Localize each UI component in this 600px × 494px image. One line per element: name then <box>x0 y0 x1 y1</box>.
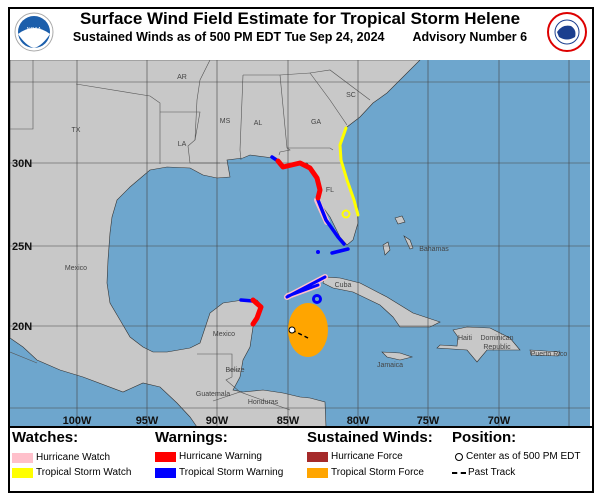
map-title: Surface Wind Field Estimate for Tropical… <box>79 9 521 28</box>
label-jamaica: Jamaica <box>377 362 403 369</box>
lon-label-90w: 90W <box>206 415 229 427</box>
legend-label: Tropical Storm Force <box>331 467 424 478</box>
lon-label-70w: 70W <box>488 415 511 427</box>
cuba <box>322 276 441 328</box>
map-subtitle: Sustained Winds as of 500 PM EDT Tue Sep… <box>0 30 600 44</box>
legend-label: Tropical Storm Watch <box>36 467 132 478</box>
label-ms: MS <box>220 118 231 125</box>
legend-past-track: Past Track <box>452 467 515 478</box>
label-fl: FL <box>326 187 334 194</box>
hurricane-warning-florida <box>275 158 323 201</box>
ts-warning-cayman <box>312 294 322 304</box>
bahamas-andros <box>382 241 391 256</box>
label-cuba: Cuba <box>335 282 352 289</box>
noaa-logo: NOAA <box>14 12 54 52</box>
svg-text:NOAA: NOAA <box>27 27 42 33</box>
label-belize: Belize <box>225 367 244 374</box>
legend-label: Hurricane Watch <box>36 452 111 463</box>
legend-hurricane-force: Hurricane Force <box>307 451 403 462</box>
label-tx: TX <box>72 127 81 134</box>
swatch <box>307 467 328 478</box>
swatch <box>155 451 176 462</box>
legend-ts-watch: Tropical Storm Watch <box>12 467 131 478</box>
tropical-storm-force-wind-area <box>288 303 328 357</box>
legend-ts-warning: Tropical Storm Warning <box>155 467 283 478</box>
label-sc: SC <box>346 92 356 99</box>
legend-label: Hurricane Warning <box>179 451 262 462</box>
lon-label-95w: 95W <box>136 415 159 427</box>
label-puerto-rico: Puerto Rico <box>531 351 568 358</box>
label-ga: GA <box>311 119 321 126</box>
swatch <box>12 452 33 463</box>
ts-watch-lake-okeechobee <box>341 209 351 219</box>
legend-position-heading: Position: <box>452 429 517 446</box>
puerto-rico <box>529 349 561 357</box>
swatch <box>12 467 33 478</box>
wind-field-map: TX LA MS AL GA SC AR FL Mexico Mexico Be… <box>10 60 590 427</box>
legend-label: Past Track <box>468 467 516 478</box>
label-bahamas: Bahamas <box>419 246 449 253</box>
storm-center-marker <box>288 326 296 334</box>
legend-center: Center as of 500 PM EDT <box>455 451 581 462</box>
legend-divider <box>8 426 592 428</box>
swatch <box>307 451 328 462</box>
lon-label-75w: 75W <box>417 415 440 427</box>
north-america-landmass <box>10 60 421 427</box>
lon-label-85w: 85W <box>277 415 300 427</box>
label-republic: Republic <box>483 344 511 351</box>
borders <box>10 60 371 411</box>
advisory-number: Advisory Number 6 <box>412 30 528 44</box>
label-honduras: Honduras <box>248 399 279 406</box>
lat-label-25n: 25N <box>12 241 32 253</box>
lat-label-20n: 20N <box>12 321 32 333</box>
legend-hurricane-warning: Hurricane Warning <box>155 451 262 462</box>
bahamas-abaco <box>394 215 406 225</box>
legend-winds-heading: Sustained Winds: <box>307 429 433 446</box>
hurricane-warning-yucatan <box>250 297 264 327</box>
label-haiti: Haiti <box>458 335 472 342</box>
label-dominican: Dominican <box>480 335 513 342</box>
label-mexico-yucatan: Mexico <box>213 331 235 338</box>
legend-label: Tropical Storm Warning <box>179 467 284 478</box>
label-la: LA <box>178 141 187 148</box>
ts-warning-dry-tortugas <box>316 250 320 254</box>
legend-label: Center as of 500 PM EDT <box>466 451 581 462</box>
lon-label-100w: 100W <box>63 415 92 427</box>
label-guatemala: Guatemala <box>196 391 230 398</box>
label-ar: AR <box>177 74 187 81</box>
label-mexico: Mexico <box>65 265 87 272</box>
center-circle-icon <box>455 452 463 461</box>
lat-label-30n: 30N <box>12 158 32 170</box>
lon-label-80w: 80W <box>347 415 370 427</box>
valid-time: Sustained Winds as of 500 PM EDT Tue Sep… <box>72 30 385 44</box>
swatch <box>155 467 176 478</box>
nws-logo <box>547 12 587 52</box>
dashed-line-icon <box>452 471 466 474</box>
label-al: AL <box>254 120 263 127</box>
legend-label: Hurricane Force <box>331 451 403 462</box>
legend-hurricane-watch: Hurricane Watch <box>12 452 110 463</box>
ts-watch-florida <box>338 126 360 217</box>
legend-ts-force: Tropical Storm Force <box>307 467 424 478</box>
legend-watches-heading: Watches: <box>12 429 79 446</box>
jamaica <box>381 351 414 361</box>
legend-warnings-heading: Warnings: <box>155 429 228 446</box>
ts-warning-cuba <box>285 275 327 299</box>
